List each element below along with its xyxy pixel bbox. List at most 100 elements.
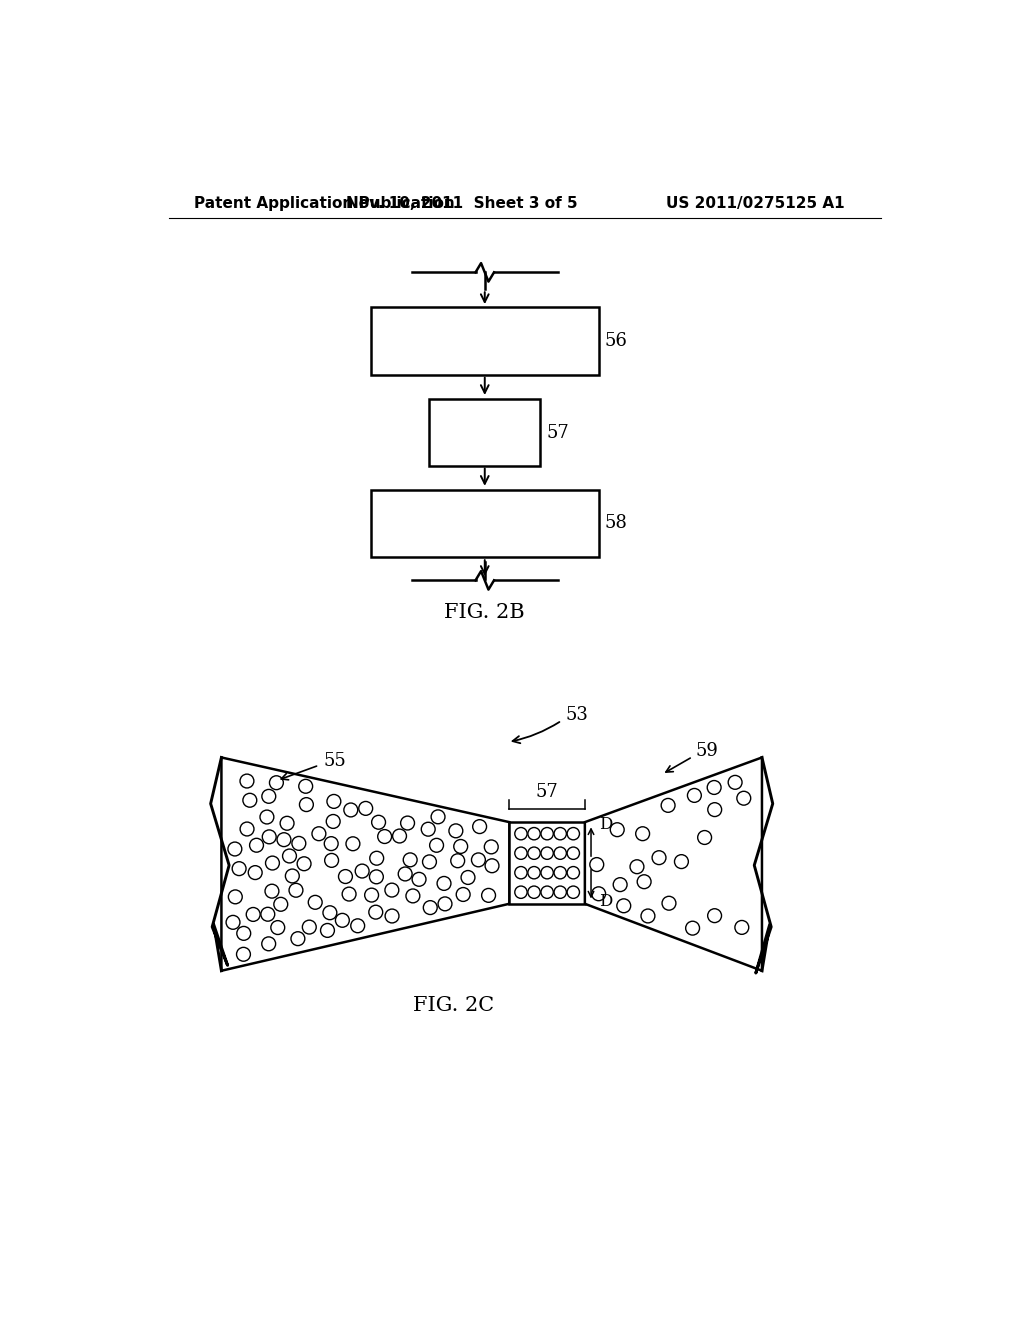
Circle shape [261,907,274,921]
Circle shape [308,895,323,909]
Circle shape [297,857,311,871]
Circle shape [675,854,688,869]
Circle shape [323,906,337,920]
Circle shape [708,803,722,817]
Circle shape [232,862,246,875]
Circle shape [265,857,280,870]
Circle shape [438,896,452,911]
Circle shape [369,906,383,919]
Circle shape [325,854,339,867]
Circle shape [321,924,335,937]
Circle shape [344,803,357,817]
Circle shape [299,797,313,812]
Circle shape [398,867,412,880]
Circle shape [406,888,420,903]
Circle shape [652,851,666,865]
Circle shape [471,853,485,867]
Circle shape [473,820,486,833]
Circle shape [528,847,541,859]
Text: 53: 53 [565,706,589,725]
Circle shape [708,908,722,923]
Circle shape [228,890,243,904]
Circle shape [637,875,651,888]
Circle shape [515,866,527,879]
Circle shape [262,937,275,950]
Circle shape [554,847,566,859]
Circle shape [590,858,604,871]
Text: Nov. 10, 2011  Sheet 3 of 5: Nov. 10, 2011 Sheet 3 of 5 [346,195,578,211]
Circle shape [378,829,391,843]
Circle shape [262,830,276,843]
Circle shape [325,837,338,850]
Circle shape [663,896,676,911]
Circle shape [385,909,399,923]
Circle shape [400,816,415,830]
Circle shape [515,828,527,840]
Circle shape [485,859,499,873]
Circle shape [728,775,742,789]
Bar [429,400,541,466]
Circle shape [610,822,625,837]
Circle shape [412,873,426,886]
Circle shape [370,851,384,865]
Circle shape [237,927,251,940]
Circle shape [342,887,356,902]
Circle shape [248,866,262,879]
Circle shape [226,915,240,929]
Circle shape [528,866,541,879]
Circle shape [541,847,553,859]
Circle shape [281,816,294,830]
Circle shape [515,886,527,899]
Circle shape [385,883,398,898]
Circle shape [567,847,580,859]
Circle shape [431,810,445,824]
Circle shape [735,920,749,935]
Circle shape [370,870,383,884]
Polygon shape [221,758,509,970]
Circle shape [616,899,631,912]
Circle shape [541,886,553,899]
Circle shape [430,838,443,853]
Circle shape [515,847,527,859]
Circle shape [291,932,305,945]
Circle shape [697,830,712,845]
Circle shape [554,866,566,879]
Circle shape [662,799,675,812]
Bar [371,490,599,557]
Circle shape [528,886,541,899]
Circle shape [278,833,291,846]
Circle shape [592,887,605,900]
Circle shape [461,871,475,884]
Circle shape [312,826,326,841]
Circle shape [358,801,373,816]
Text: D: D [599,892,612,909]
Circle shape [423,900,437,915]
Text: FIG. 2B: FIG. 2B [444,603,525,622]
Text: US 2011/0275125 A1: US 2011/0275125 A1 [666,195,845,211]
Bar [509,822,585,904]
Circle shape [273,898,288,911]
Text: 56: 56 [605,331,628,350]
Circle shape [454,840,468,854]
Text: D: D [599,816,612,833]
Circle shape [283,849,296,863]
Circle shape [336,913,349,927]
Circle shape [265,884,279,898]
Circle shape [423,855,436,869]
Circle shape [250,838,263,853]
Circle shape [392,829,407,843]
Circle shape [302,920,316,935]
Circle shape [292,837,306,850]
Text: 57: 57 [547,424,569,441]
Text: FIG. 2C: FIG. 2C [414,995,495,1015]
Circle shape [567,828,580,840]
Text: 57: 57 [536,783,558,801]
Circle shape [365,888,379,902]
Circle shape [687,788,701,803]
Circle shape [641,909,655,923]
Circle shape [541,866,553,879]
Circle shape [567,886,580,899]
Circle shape [484,840,499,854]
Circle shape [613,878,627,891]
Circle shape [554,886,566,899]
